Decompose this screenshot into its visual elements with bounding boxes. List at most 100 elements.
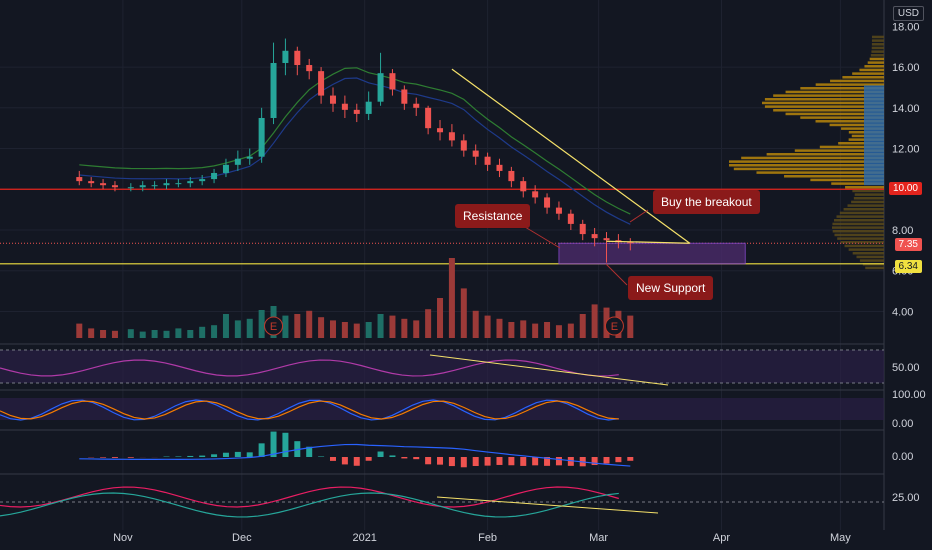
volume-profile-bar [810,178,884,182]
volume-profile-bar [729,164,884,167]
volume-profile-bar [871,39,884,42]
macd-histogram-bar [100,457,107,458]
stoch-k-line [0,399,619,421]
volume-bar [627,315,634,338]
macd-histogram-bar [127,457,134,458]
base-line [606,240,690,244]
volume-profile-bar [844,244,884,248]
value-area-block [864,85,884,186]
macd-histogram-bar [460,457,467,468]
indicator-tick-label: 0.00 [892,451,913,463]
candle-body [127,187,134,189]
support-annotation: New Support [628,276,714,300]
volume-profile-bar [871,46,884,50]
volume-profile-bar [865,266,884,270]
rsi-band [0,350,884,383]
volume-bar [484,315,491,338]
volume-profile-bar [831,182,884,185]
macd-histogram-bar [270,431,277,457]
candle-body [353,109,360,114]
candle-body [555,207,562,214]
resistance-annotation: Resistance [455,204,531,228]
macd-histogram-bar [472,457,479,466]
volume-bar [555,325,562,338]
macd-histogram-bar [377,451,384,457]
rsi-line [0,359,619,377]
volume-profile-bar [839,211,884,215]
candle-body [425,107,432,129]
candle-body [389,73,396,90]
price-tick-label: 16.00 [892,62,920,74]
time-axis-label: May [830,532,851,544]
macd-histogram-bar [389,455,396,457]
volume-profile-bar [871,35,884,39]
volume-profile-bar [756,171,884,174]
volume-bar [401,318,408,338]
volume-profile-bar [830,79,884,83]
candle-body [175,183,182,185]
macd-histogram-bar [520,457,527,466]
volume-profile-bar [867,61,884,64]
candle-body [211,172,218,180]
candle-body [484,156,491,165]
volume-profile-bar [851,200,884,204]
candle-body [377,73,384,102]
candle-body [472,150,479,157]
macd-histogram-bar [532,457,539,466]
time-axis-label: Nov [113,532,133,544]
candle-body [520,181,527,192]
macd-histogram-bar [591,457,598,466]
candle-body [496,164,503,171]
macd-histogram-bar [413,457,420,460]
volume-bar [353,323,360,338]
volume-profile-bar [815,120,884,123]
volume-bar [591,304,598,338]
volume-profile-bar [840,241,884,244]
candle-body [199,179,206,182]
candle-body [591,234,598,239]
volume-bar [460,288,467,338]
volume-bar [163,330,170,338]
macd-histogram-bar [508,457,515,466]
candle-body [544,197,551,208]
candle-body [151,185,158,187]
candle-body [258,117,265,157]
macd-histogram-bar [329,457,336,461]
volume-bar [294,314,301,338]
volume-profile-bar [871,50,884,53]
candle-body [270,62,277,118]
volume-profile-bar [829,123,884,127]
volume-profile-bar [741,156,884,160]
volume-profile-bar [834,233,884,237]
volume-bar [520,320,527,338]
moving-average-green [79,67,631,215]
volume-profile-bar [845,186,884,189]
price-tick-label: 12.00 [892,144,920,156]
rsi-trend-line [429,354,669,386]
volume-bar [544,322,551,338]
volume-profile-bar [800,87,884,90]
adx-di-minus [0,492,619,518]
macd-histogram-bar [496,457,503,465]
candle-body [365,101,372,114]
volume-bar [413,320,420,338]
volume-profile-bar [841,127,884,130]
volume-bar [532,323,539,338]
volume-bar [508,322,515,338]
resistance-price-tag: 10.00 [888,182,922,195]
candle-body [401,89,408,104]
volume-bar [448,258,455,338]
volume-profile-bar [869,57,884,61]
volume-profile-bar [733,167,884,171]
earnings-marker [264,316,284,336]
macd-histogram-bar [246,452,253,457]
time-axis-label: Mar [589,532,608,544]
currency-label[interactable]: USD [892,6,924,21]
volume-profile-bar [859,259,884,262]
macd-histogram-bar [211,454,218,457]
candle-body [187,181,194,184]
support-zone [558,242,746,265]
volume-profile-bar [832,226,884,229]
volume-bar [437,298,444,338]
